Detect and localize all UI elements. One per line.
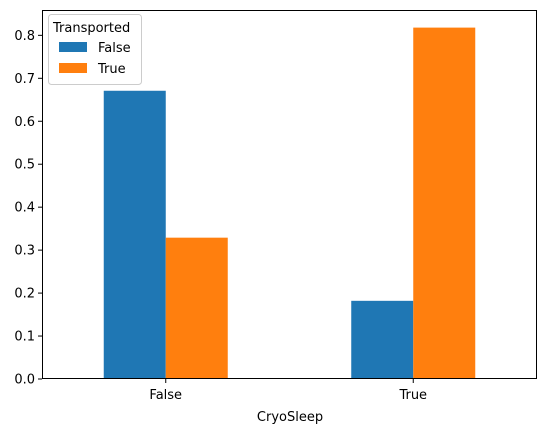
axes-frame xyxy=(42,10,537,379)
axes-layer: False True 0.0 0.1 0.2 0.3 0.4 0.5 0.6 0.7 0.8 xyxy=(14,10,537,403)
legend-title: Transported xyxy=(52,21,130,36)
y-tick-label: 0.3 xyxy=(14,244,35,259)
legend: Transported False True xyxy=(48,14,142,85)
y-tick-label: 0.7 xyxy=(14,72,35,87)
y-tick-label: 0.0 xyxy=(14,373,35,388)
bars-layer xyxy=(103,27,476,380)
legend-swatch-false xyxy=(59,42,87,52)
y-tick-label: 0.1 xyxy=(14,330,35,345)
bar-false-series-true xyxy=(165,237,228,379)
legend-label-false: False xyxy=(98,41,131,56)
y-tick-label: 0.8 xyxy=(14,29,35,44)
y-tick-label: 0.6 xyxy=(14,115,35,130)
x-tick-label-true: True xyxy=(398,388,427,403)
bar-true-series-true xyxy=(413,27,476,380)
legend-swatch-true xyxy=(59,63,87,73)
legend-label-true: True xyxy=(97,62,126,77)
x-axis-title: CryoSleep xyxy=(257,410,323,425)
y-tick-label: 0.5 xyxy=(14,158,35,173)
y-tick-label: 0.2 xyxy=(14,287,35,302)
bar-false-series-false xyxy=(103,90,166,379)
bar-true-series-false xyxy=(351,300,414,379)
x-tick-label-false: False xyxy=(149,388,182,403)
y-tick-label: 0.4 xyxy=(14,201,35,216)
